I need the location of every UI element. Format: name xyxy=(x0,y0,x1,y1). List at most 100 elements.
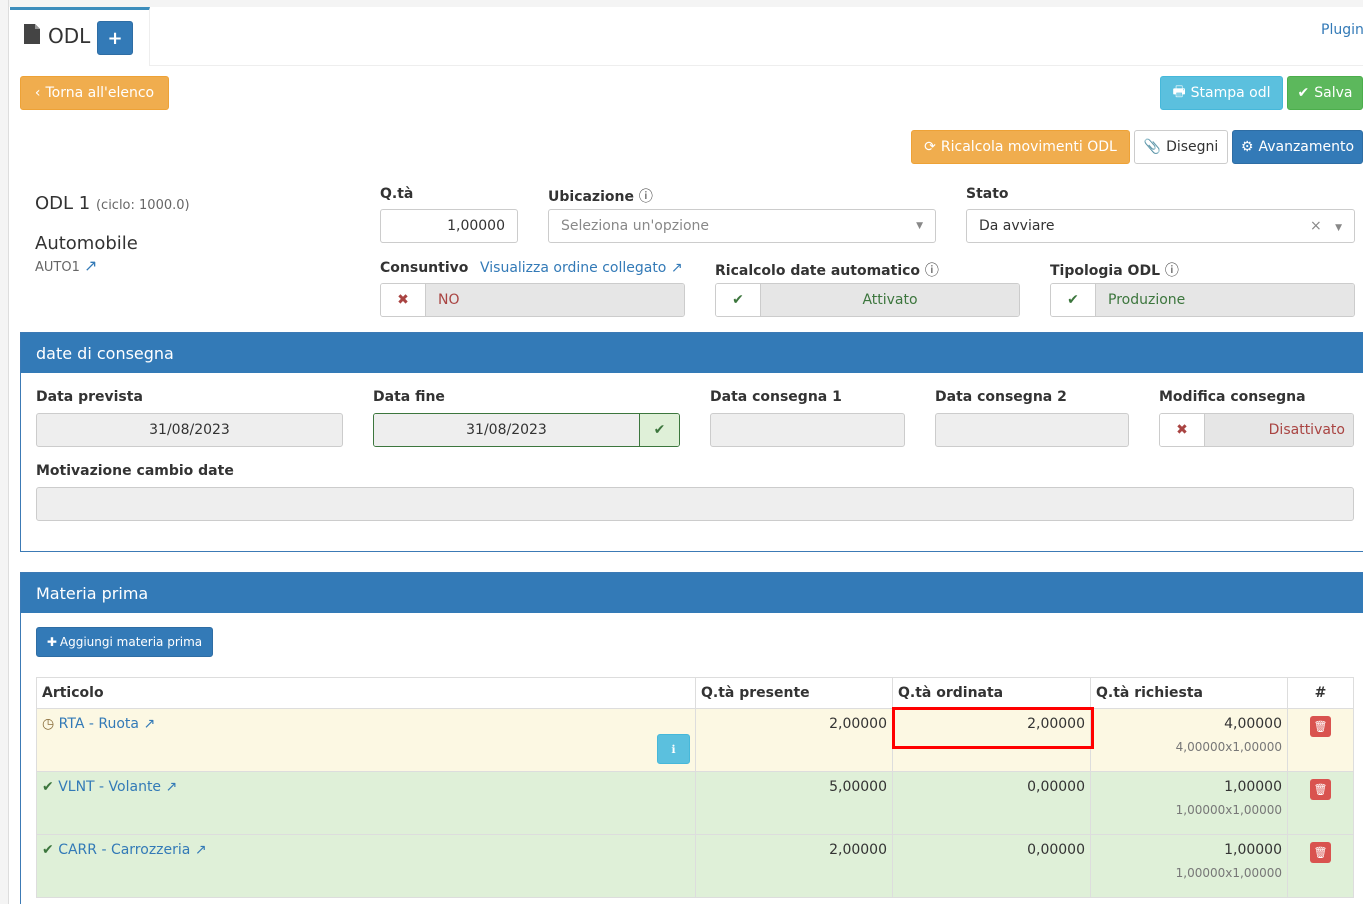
motivazione-input[interactable] xyxy=(36,487,1354,521)
drawings-label: Disegni xyxy=(1166,139,1219,155)
ricalcolo-toggle[interactable]: ✔ Attivato xyxy=(715,283,1020,317)
external-link-icon: ↗ xyxy=(670,260,683,276)
qta-input[interactable]: 1,00000 xyxy=(380,209,518,243)
cell-ordinata: 0,00000 xyxy=(892,834,1091,898)
ricalcolo-label-text: Ricalcolo date automatico xyxy=(715,263,921,279)
help-icon[interactable]: ⓘ xyxy=(924,263,939,279)
help-icon[interactable]: ⓘ xyxy=(638,189,653,205)
consuntivo-label: Consuntivo xyxy=(380,260,469,276)
fine-input[interactable]: 31/08/2023 ✔ xyxy=(373,413,680,447)
richiesta-formula: 1,00000x1,00000 xyxy=(1175,803,1282,817)
stato-select[interactable]: Da avviare × ▼ xyxy=(966,209,1355,243)
odl-title: ODL 1 xyxy=(35,193,91,214)
drawings-button[interactable]: 📎 Disegni xyxy=(1134,130,1228,164)
plugin-link[interactable]: Plugin xyxy=(1321,22,1363,38)
add-material-button[interactable]: ✚ Aggiungi materia prima xyxy=(36,627,213,657)
fine-label: Data fine xyxy=(373,389,445,405)
consegna1-label: Data consegna 1 xyxy=(710,389,842,405)
check-icon: ✔ xyxy=(716,284,761,316)
ricalcolo-value: Attivato xyxy=(761,284,1019,316)
article-name: Automobile xyxy=(35,233,138,254)
col-articolo: Articolo xyxy=(36,677,696,709)
save-label: Salva xyxy=(1314,85,1353,101)
tipologia-toggle[interactable]: ✔ Produzione xyxy=(1050,283,1355,317)
prevista-input[interactable]: 31/08/2023 xyxy=(36,413,343,447)
article-code: AUTO1 xyxy=(35,260,80,275)
refresh-icon: ⟳ xyxy=(924,139,936,155)
cell-richiesta: 1,00000 1,00000x1,00000 xyxy=(1090,771,1288,835)
ubicazione-label: Ubicazione ⓘ xyxy=(548,186,653,206)
file-icon xyxy=(24,24,40,48)
check-icon: ✔ xyxy=(1051,284,1096,316)
richiesta-value: 1,00000 xyxy=(1224,779,1282,795)
caret-down-icon: ▼ xyxy=(1335,223,1342,233)
chevron-left-icon: ‹ xyxy=(34,85,41,101)
add-material-label: Aggiungi materia prima xyxy=(59,635,203,649)
external-link-icon[interactable]: ↗ xyxy=(194,842,207,858)
tab-divider xyxy=(150,65,1363,66)
back-button[interactable]: ‹ Torna all'elenco xyxy=(20,76,169,110)
consegna1-input[interactable] xyxy=(710,413,905,447)
progress-label: Avanzamento xyxy=(1258,139,1355,155)
recalc-button[interactable]: ⟳ Ricalcola movimenti ODL xyxy=(911,130,1130,164)
print-button[interactable]: 🖶 Stampa odl xyxy=(1160,76,1283,110)
external-link-icon[interactable]: ↗ xyxy=(165,779,178,795)
richiesta-value: 4,00000 xyxy=(1224,716,1282,732)
materials-panel-title: Materia prima xyxy=(21,573,1363,613)
external-link-icon[interactable]: ↗ xyxy=(84,256,98,275)
trash-icon[interactable]: 🗑 xyxy=(1310,842,1331,863)
cell-richiesta: 1,00000 1,00000x1,00000 xyxy=(1090,834,1288,898)
table-row: ✔ CARR - Carrozzeria ↗ 2,00000 0,00000 1… xyxy=(36,834,1354,898)
consuntivo-value: NO xyxy=(426,284,684,316)
tab-title: ODL xyxy=(48,24,91,48)
motivazione-label: Motivazione cambio date xyxy=(36,463,234,479)
save-button[interactable]: ✔ Salva xyxy=(1287,76,1363,110)
cell-articolo: ✔ VLNT - Volante ↗ xyxy=(36,771,696,835)
clock-icon: ◷ xyxy=(42,716,55,732)
modifica-toggle[interactable]: ✖ Disattivato xyxy=(1159,413,1354,447)
back-label: Torna all'elenco xyxy=(45,85,155,101)
ubicazione-select[interactable]: Seleziona un'opzione ▼ xyxy=(548,209,936,243)
delivery-panel-title: date di consegna xyxy=(21,333,1363,373)
info-icon[interactable]: ℹ xyxy=(657,734,690,764)
linked-order-text: Visualizza ordine collegato xyxy=(480,260,667,276)
print-icon: 🖶 xyxy=(1172,84,1186,100)
clear-icon[interactable]: × xyxy=(1309,218,1322,234)
article-link[interactable]: VLNT - Volante xyxy=(58,779,162,795)
trash-icon[interactable]: 🗑 xyxy=(1310,779,1331,800)
help-icon[interactable]: ⓘ xyxy=(1164,263,1179,279)
modifica-label: Modifica consegna xyxy=(1159,389,1306,405)
gear-icon: ⚙ xyxy=(1240,139,1254,155)
view-linked-order-link[interactable]: Visualizza ordine collegato ↗ xyxy=(480,260,683,276)
tab-odl[interactable]: ODL + xyxy=(10,7,150,66)
tipologia-label-text: Tipologia ODL xyxy=(1050,263,1160,279)
add-odl-button[interactable]: + xyxy=(97,21,133,55)
prevista-label: Data prevista xyxy=(36,389,143,405)
article-link[interactable]: RTA - Ruota xyxy=(58,716,139,732)
external-link-icon[interactable]: ↗ xyxy=(143,716,156,732)
check-icon: ✔ xyxy=(42,779,54,795)
consuntivo-toggle[interactable]: ✖ NO xyxy=(380,283,685,317)
cell-articolo: ✔ CARR - Carrozzeria ↗ xyxy=(36,834,696,898)
cell-presente: 2,00000 xyxy=(695,708,893,772)
richiesta-formula: 1,00000x1,00000 xyxy=(1175,866,1282,880)
x-icon: ✖ xyxy=(1160,414,1205,446)
paperclip-icon: 📎 xyxy=(1143,139,1162,155)
materials-panel: Materia prima xyxy=(20,572,1363,904)
consegna2-input[interactable] xyxy=(935,413,1129,447)
modifica-value: Disattivato xyxy=(1205,414,1353,446)
cell-actions: 🗑 xyxy=(1287,834,1354,898)
trash-icon[interactable]: 🗑 xyxy=(1310,716,1331,737)
table-row: ◷ RTA - Ruota ↗ ℹ 2,00000 2,00000 4,00000… xyxy=(36,708,1354,772)
tipologia-value: Produzione xyxy=(1096,284,1354,316)
x-icon: ✖ xyxy=(381,284,426,316)
stato-label: Stato xyxy=(966,186,1009,202)
check-icon: ✔ xyxy=(639,414,679,446)
left-border xyxy=(8,0,9,904)
ubicazione-placeholder: Seleziona un'opzione xyxy=(561,218,710,234)
check-icon: ✔ xyxy=(1297,85,1310,101)
progress-button[interactable]: ⚙ Avanzamento xyxy=(1232,130,1363,164)
cell-articolo: ◷ RTA - Ruota ↗ ℹ xyxy=(36,708,696,772)
article-link[interactable]: CARR - Carrozzeria xyxy=(58,842,191,858)
ciclo-info: (ciclo: 1000.0) xyxy=(95,198,190,213)
